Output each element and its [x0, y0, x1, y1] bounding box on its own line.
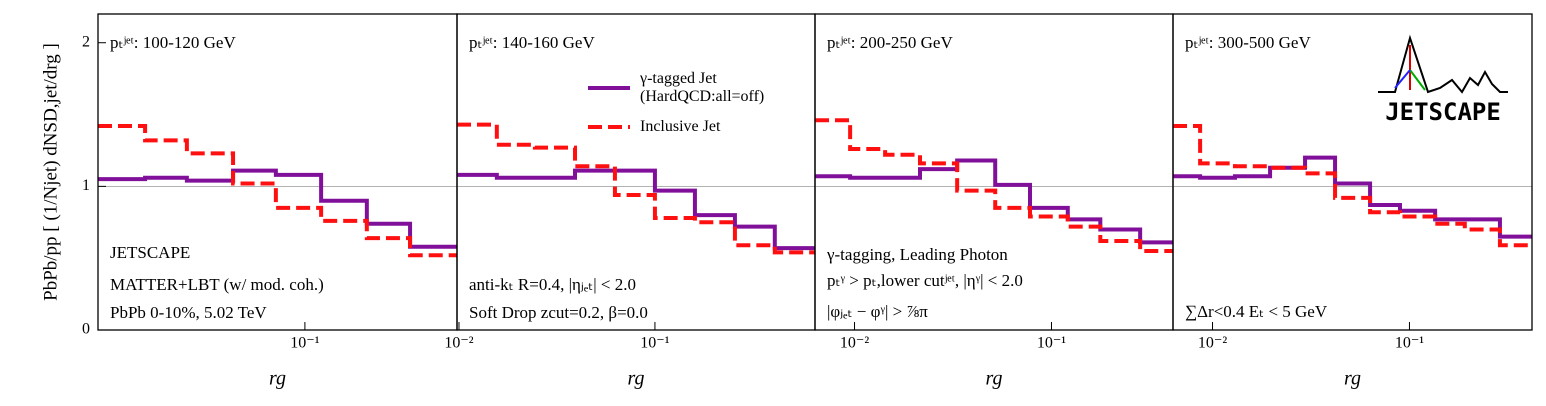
annotation: PbPb 0-10%, 5.02 TeV: [110, 303, 267, 322]
y-tick-label: 0: [82, 321, 90, 338]
axes-frame: [1172, 13, 1533, 331]
logo-line: [1394, 69, 1411, 89]
plot-area: [815, 118, 1173, 253]
step-outline: [98, 124, 457, 258]
logo: JETSCAPE: [1378, 34, 1508, 126]
annotation: pₜᵞ > pₜ,lower cutʲᵉᵗ, |ηᵞ| < 2.0: [827, 271, 1023, 290]
x-tick-label: 10⁻¹: [1037, 335, 1066, 352]
step-outline: [815, 118, 1173, 253]
x-tick-label: 10⁻²: [840, 335, 869, 352]
y-axis-label: PbPb/pp [ (1/Njet) dNSD,jet/drg ]: [40, 43, 61, 301]
legend-label: γ-tagged Jet (HardQCD:all=off): [639, 70, 764, 105]
x-tick-label: 10⁻¹: [1395, 335, 1424, 352]
annotation: JETSCAPE: [110, 243, 190, 262]
y-tick-label: 2: [82, 33, 90, 50]
logo-line: [1409, 69, 1426, 91]
panel-title: pₜʲᵉᵗ: 200-250 GeV: [827, 33, 953, 52]
plot-area: [457, 122, 815, 255]
panel-title: pₜʲᵉᵗ: 140-160 GeV: [469, 33, 595, 52]
annotation: |φⱼₑₜ − φᵞ| > ⅞π: [827, 302, 928, 321]
annotation: γ-tagging, Leading Photon: [826, 245, 1008, 264]
x-tick-label: 10⁻¹: [640, 335, 669, 352]
x-tick-label: 10⁻¹: [290, 335, 319, 352]
logo-text: JETSCAPE: [1385, 98, 1501, 126]
panel-title: pₜʲᵉᵗ: 100-120 GeV: [110, 33, 236, 52]
step-outline: [457, 122, 815, 255]
x-axis-label: rg: [1344, 368, 1361, 390]
step-outline: [457, 168, 815, 251]
legend-label: Inclusive Jet: [640, 118, 721, 135]
annotation: ∑Δr<0.4 Eₜ < 5 GeV: [1185, 302, 1328, 321]
logo-mountain: [1378, 34, 1508, 94]
x-axis-label: rg: [985, 368, 1002, 390]
step-outline: [1173, 124, 1532, 248]
x-tick-label: 10⁻²: [1198, 335, 1227, 352]
x-axis-label: rg: [269, 368, 286, 390]
annotation: anti-kₜ R=0.4, |ηⱼₑₜ| < 2.0: [469, 275, 636, 294]
plot-area: [1173, 124, 1532, 248]
annotation: MATTER+LBT (w/ mod. coh.): [110, 275, 324, 294]
y-tick-label: 1: [82, 177, 90, 194]
x-tick-label: 10⁻²: [444, 335, 473, 352]
plot-area: [98, 124, 457, 258]
step-outline: [98, 168, 457, 249]
x-axis-label: rg: [627, 368, 644, 390]
annotation: Soft Drop zcut=0.2, β=0.0: [469, 303, 648, 322]
panel-title: pₜʲᵉᵗ: 300-500 GeV: [1185, 33, 1311, 52]
step-outline: [815, 158, 1173, 245]
step-outline: [1173, 155, 1532, 239]
